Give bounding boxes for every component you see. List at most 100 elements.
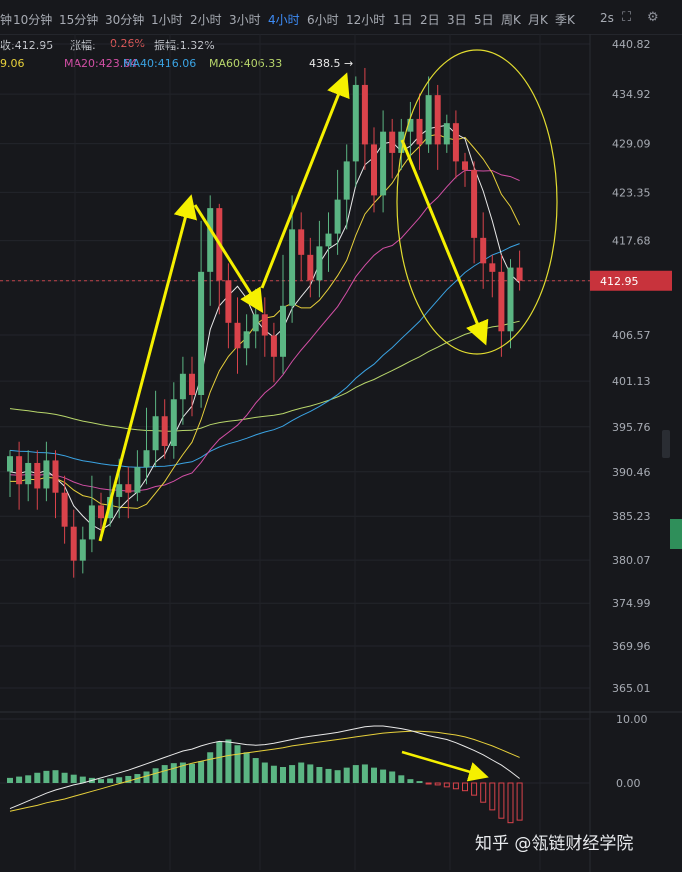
price-tick-label: 380.07	[612, 554, 651, 567]
timeframe-tab[interactable]: 周K	[501, 13, 521, 27]
candle-body	[334, 199, 341, 234]
timeframe-tab[interactable]: 3小时	[229, 13, 261, 27]
candle-body	[207, 208, 214, 272]
price-tick-label: 434.92	[612, 88, 651, 101]
candle-body	[270, 335, 277, 357]
candle-body	[16, 456, 23, 485]
macd-bar	[298, 762, 305, 783]
macd-bar	[143, 771, 150, 783]
candle-body	[516, 267, 523, 281]
macd-bar	[34, 772, 41, 783]
macd-bar	[325, 768, 332, 783]
price-tick-label: 395.76	[612, 421, 651, 434]
candle-body	[434, 95, 441, 145]
macd-bar	[516, 782, 523, 821]
fullscreen-icon[interactable]: ⛶	[622, 10, 632, 25]
timeframe-tab[interactable]: 30分钟	[105, 13, 145, 27]
macd-bar	[480, 782, 487, 803]
candle-body	[7, 456, 13, 472]
trend-arrow	[98, 194, 198, 542]
candle-body	[152, 416, 159, 451]
macd-bar	[43, 770, 50, 783]
candle-body	[498, 271, 505, 332]
macd-bar	[243, 752, 250, 783]
candle-body	[43, 460, 50, 489]
candle-body	[489, 263, 496, 272]
timeframe-tab[interactable]: 4小时	[268, 13, 300, 27]
timeframe-tab[interactable]: 1日	[393, 13, 413, 27]
macd-bar	[152, 768, 159, 783]
amplitude-label: 振幅:1.32%	[154, 39, 215, 52]
candle-body	[189, 373, 195, 396]
candle-body	[234, 322, 241, 349]
timeframe-tab[interactable]: 3日	[447, 13, 467, 27]
price-tick-label: 365.01	[612, 682, 651, 695]
macd-bar	[61, 772, 68, 783]
candle-body	[389, 131, 396, 153]
macd-bar	[179, 762, 186, 783]
macd-bar	[389, 771, 396, 783]
timeframe-tab[interactable]: 5日	[474, 13, 494, 27]
macd-bar	[316, 767, 323, 783]
macd-bar	[407, 779, 414, 783]
price-tick-label: 385.23	[612, 510, 651, 523]
candle-body	[425, 95, 432, 145]
macd-dif-line	[9, 725, 520, 810]
macd-bar	[125, 775, 132, 783]
macd-bar	[261, 762, 268, 783]
settings-icon[interactable]: ⚙	[647, 10, 659, 25]
candle-body	[280, 305, 286, 357]
macd-bar	[462, 782, 468, 792]
timeframe-tab[interactable]: 季K	[555, 13, 575, 27]
price-tick-label: 390.46	[612, 466, 651, 479]
macd-bar	[507, 782, 514, 824]
candle-body	[170, 399, 177, 446]
macd-bar	[189, 763, 195, 783]
timeframe-tab[interactable]: 2日	[420, 13, 440, 27]
timeframe-tab[interactable]: 钟	[0, 13, 13, 27]
candle-body	[134, 467, 141, 493]
macd-bar	[79, 776, 86, 783]
price-tick-label: 423.35	[612, 186, 651, 199]
macd-bar	[334, 770, 341, 783]
macd-bar	[270, 765, 277, 783]
candle-body	[471, 169, 478, 238]
macd-trend-arrow	[401, 750, 489, 782]
price-tick-label: 440.82	[612, 38, 651, 51]
candle-body	[34, 462, 41, 489]
timeframe-tab[interactable]: 6小时	[307, 13, 339, 27]
side-price-tag	[670, 519, 682, 549]
macd-tick-label: 0.00	[616, 777, 641, 790]
macd-bar	[25, 775, 32, 783]
timeframe-tab[interactable]: 10分钟	[13, 13, 53, 27]
macd-bar	[107, 778, 114, 783]
refresh-interval[interactable]: 2s	[600, 11, 614, 25]
timeframe-tab[interactable]: 2小时	[190, 13, 222, 27]
macd-bar	[225, 739, 232, 783]
timeframe-tab[interactable]: 月K	[528, 13, 548, 27]
macd-dea-line	[9, 730, 520, 812]
macd-bar	[7, 777, 13, 783]
macd-bar	[116, 777, 123, 783]
macd-bar	[98, 779, 104, 783]
candle-body	[70, 526, 77, 561]
timeframe-tab[interactable]: 12小时	[346, 13, 386, 27]
macd-bar	[216, 741, 223, 783]
candle-body	[289, 229, 296, 306]
price-tick-label: 401.13	[612, 375, 651, 388]
candle-body	[507, 267, 514, 332]
scroll-handle[interactable]	[662, 430, 670, 458]
macd-bar	[361, 764, 368, 783]
candle-body	[361, 84, 368, 145]
trend-arrow	[260, 72, 350, 289]
macd-bar	[307, 764, 314, 783]
timeframe-toolbar: 钟 10分钟 15分钟 30分钟 1小时 2小时 3小时 4小时 6小时 12小时 1日 2日 3日 5日…	[0, 0, 682, 35]
candle-body	[443, 123, 450, 145]
timeframe-tab[interactable]: 1小时	[151, 13, 183, 27]
candle-body	[398, 131, 405, 153]
ma60-line	[9, 320, 520, 432]
current-price-tag	[590, 270, 672, 291]
macd-bar	[16, 776, 23, 783]
timeframe-tab[interactable]: 15分钟	[59, 13, 99, 27]
